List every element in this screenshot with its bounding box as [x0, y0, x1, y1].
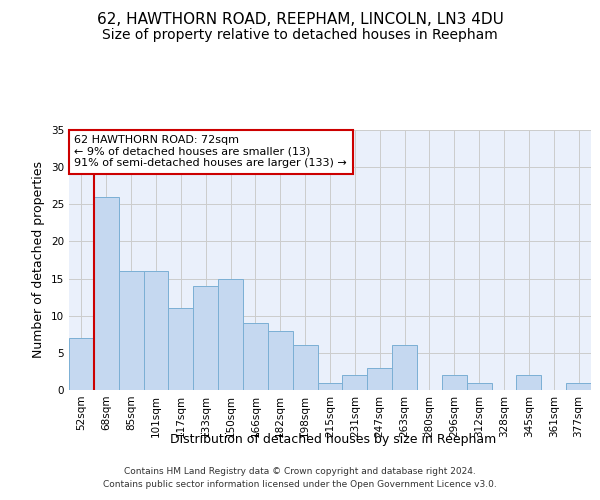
Bar	[69, 338, 94, 390]
Text: Size of property relative to detached houses in Reepham: Size of property relative to detached ho…	[102, 28, 498, 42]
Bar	[442, 375, 467, 390]
Bar	[143, 271, 169, 390]
Text: Contains public sector information licensed under the Open Government Licence v3: Contains public sector information licen…	[103, 480, 497, 489]
Bar	[218, 278, 243, 390]
Bar	[119, 271, 143, 390]
Bar	[268, 330, 293, 390]
Bar	[467, 382, 491, 390]
Text: 62 HAWTHORN ROAD: 72sqm
← 9% of detached houses are smaller (13)
91% of semi-det: 62 HAWTHORN ROAD: 72sqm ← 9% of detached…	[74, 135, 347, 168]
Text: Distribution of detached houses by size in Reepham: Distribution of detached houses by size …	[170, 432, 496, 446]
Bar	[517, 375, 541, 390]
Bar	[193, 286, 218, 390]
Bar	[367, 368, 392, 390]
Y-axis label: Number of detached properties: Number of detached properties	[32, 162, 46, 358]
Bar	[293, 346, 317, 390]
Bar	[343, 375, 367, 390]
Text: Contains HM Land Registry data © Crown copyright and database right 2024.: Contains HM Land Registry data © Crown c…	[124, 467, 476, 476]
Bar	[169, 308, 193, 390]
Bar	[317, 382, 343, 390]
Text: 62, HAWTHORN ROAD, REEPHAM, LINCOLN, LN3 4DU: 62, HAWTHORN ROAD, REEPHAM, LINCOLN, LN3…	[97, 12, 503, 28]
Bar	[566, 382, 591, 390]
Bar	[392, 346, 417, 390]
Bar	[243, 323, 268, 390]
Bar	[94, 197, 119, 390]
